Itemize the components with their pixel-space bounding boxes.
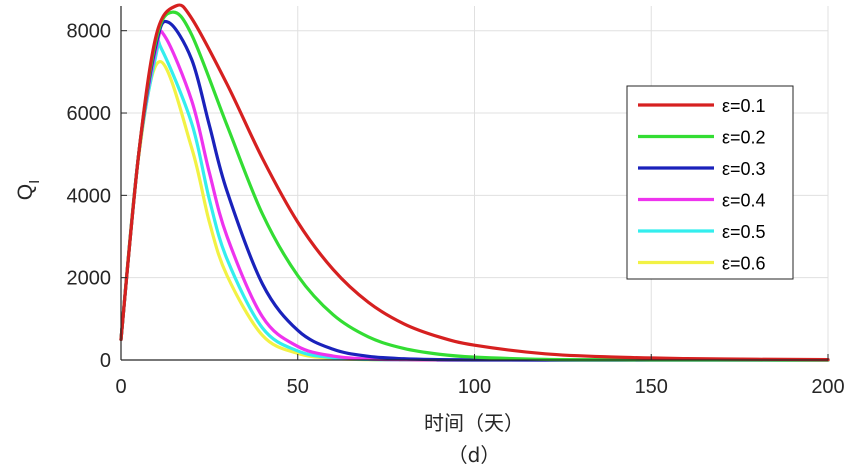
x-tick-label: 100 — [458, 376, 491, 398]
legend-box — [626, 85, 794, 280]
y-tick-label: 8000 — [67, 21, 112, 43]
y-tick-label: 0 — [100, 350, 111, 372]
axes — [120, 6, 829, 361]
x-tick-label: 200 — [811, 376, 844, 398]
legend-label: ε=0.5 — [722, 222, 766, 242]
legend-label: ε=0.2 — [722, 128, 766, 148]
y-tick-label: 4000 — [67, 185, 112, 207]
legend-label: ε=0.6 — [722, 254, 766, 274]
legend: ε=0.1 ε=0.2 ε=0.3 ε=0.4 ε=0.5 ε=0.6 — [626, 85, 794, 280]
x-axis-label: 时间（天） — [424, 411, 524, 435]
legend-label: ε=0.1 — [722, 96, 766, 116]
series-line-ε=0.1 — [119, 3, 830, 362]
y-axis-label: QI — [14, 180, 43, 201]
x-tick-label: 50 — [287, 376, 309, 398]
y-axis-label-main: Q — [14, 184, 37, 200]
y-tick-label: 6000 — [67, 103, 112, 125]
x-tick-label: 150 — [635, 376, 668, 398]
figure-caption: （d） — [448, 443, 501, 467]
x-tick-label: 0 — [115, 376, 126, 398]
legend-label: ε=0.4 — [722, 191, 766, 211]
grid-lines — [121, 6, 829, 360]
y-axis-label-subscript: I — [26, 180, 43, 184]
y-tick-label: 2000 — [67, 268, 112, 290]
legend-label: ε=0.3 — [722, 159, 766, 179]
